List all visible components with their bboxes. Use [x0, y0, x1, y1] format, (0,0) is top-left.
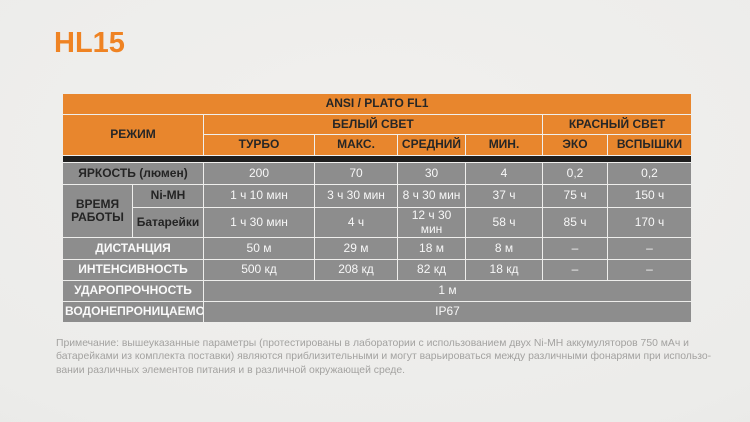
mode-header-medium: СРЕДНИЙ — [398, 135, 465, 155]
runtime-nimh-row: ВРЕМЯ РАБОТЫ Ni-MH 1 ч 10 мин 3 ч 30 мин… — [63, 185, 692, 237]
distance-flash-value: – — [608, 238, 692, 259]
runtime-batteries-max-value: 4 ч — [315, 208, 397, 237]
standard-header-cell: ANSI / PLATO FL1 — [63, 94, 692, 114]
distance-medium-value: 18 м — [398, 238, 465, 259]
intensity-medium-value: 82 кд — [398, 260, 465, 280]
waterproof-label: ВОДОНЕПРОНИЦАЕМОСТЬ — [63, 302, 203, 322]
footnote: Примечание: вышеуказанные параметры (про… — [56, 338, 712, 376]
runtime-nimh-eco-value: 75 ч — [543, 185, 607, 207]
mode-header-row: ТУРБО МАКС. СРЕДНИЙ МИН. ЭКО ВСПЫШКИ — [63, 135, 692, 155]
brightness-turbo-value: 200 — [204, 163, 314, 184]
impact-resistance-label: УДАРОПРОЧНОСТЬ — [63, 281, 203, 301]
intensity-turbo-value: 500 кд — [204, 260, 314, 280]
runtime-nimh-turbo-value: 1 ч 10 мин — [204, 185, 314, 207]
brightness-eco-value: 0,2 — [543, 163, 607, 184]
standard-header-row: ANSI / PLATO FL1 — [63, 94, 692, 114]
runtime-label: ВРЕМЯ РАБОТЫ — [63, 185, 132, 237]
runtime-batteries-min-value: 58 ч — [466, 208, 542, 237]
brightness-flash-value: 0,2 — [608, 163, 692, 184]
page-title: HL15 — [54, 27, 125, 59]
runtime-nimh-medium-value: 8 ч 30 мин — [398, 185, 465, 207]
light-group-header-row: РЕЖИМ БЕЛЫЙ СВЕТ КРАСНЫЙ СВЕТ — [63, 115, 692, 155]
runtime-batteries-label: Батарейки — [133, 208, 203, 237]
runtime-batteries-eco-value: 85 ч — [543, 208, 607, 237]
brightness-medium-value: 30 — [398, 163, 465, 184]
brightness-min-value: 4 — [466, 163, 542, 184]
distance-min-value: 8 м — [466, 238, 542, 259]
runtime-batteries-row: Батарейки 1 ч 30 мин 4 ч 12 ч 30 мин 58 … — [63, 208, 692, 237]
impact-resistance-row: УДАРОПРОЧНОСТЬ 1 м — [63, 281, 692, 301]
mode-header-cell: РЕЖИМ — [63, 115, 203, 155]
runtime-nimh-flash-value: 150 ч — [608, 185, 692, 207]
intensity-max-value: 208 кд — [315, 260, 397, 280]
mode-header-eco: ЭКО — [543, 135, 607, 155]
brightness-row: ЯРКОСТЬ (люмен) 200 70 30 4 0,2 0,2 — [63, 163, 692, 184]
runtime-batteries-flash-value: 170 ч — [608, 208, 692, 237]
distance-row: ДИСТАНЦИЯ 50 м 29 м 18 м 8 м – – — [63, 238, 692, 259]
waterproof-value: IP67 — [204, 302, 692, 322]
white-light-header-cell: БЕЛЫЙ СВЕТ — [204, 115, 542, 134]
mode-header-turbo: ТУРБО — [204, 135, 314, 155]
intensity-min-value: 18 кд — [466, 260, 542, 280]
distance-eco-value: – — [543, 238, 607, 259]
brightness-label: ЯРКОСТЬ (люмен) — [63, 163, 203, 184]
runtime-nimh-max-value: 3 ч 30 мин — [315, 185, 397, 207]
mode-header-flash: ВСПЫШКИ — [608, 135, 692, 155]
intensity-eco-value: – — [543, 260, 607, 280]
separator-row — [63, 156, 692, 162]
distance-max-value: 29 м — [315, 238, 397, 259]
specs-table: ANSI / PLATO FL1 РЕЖИМ БЕЛЫЙ СВЕТ КРАСНЫ… — [62, 93, 692, 323]
red-light-header-cell: КРАСНЫЙ СВЕТ — [543, 115, 692, 134]
mode-header-max: МАКС. — [315, 135, 397, 155]
runtime-nimh-min-value: 37 ч — [466, 185, 542, 207]
header-separator-bar — [63, 156, 692, 162]
brightness-max-value: 70 — [315, 163, 397, 184]
distance-turbo-value: 50 м — [204, 238, 314, 259]
distance-label: ДИСТАНЦИЯ — [63, 238, 203, 259]
runtime-batteries-medium-value: 12 ч 30 мин — [398, 208, 465, 237]
mode-header-min: МИН. — [466, 135, 542, 155]
impact-resistance-value: 1 м — [204, 281, 692, 301]
intensity-flash-value: – — [608, 260, 692, 280]
intensity-row: ИНТЕНСИВНОСТЬ 500 кд 208 кд 82 кд 18 кд … — [63, 260, 692, 280]
runtime-nimh-label: Ni-MH — [133, 185, 203, 207]
intensity-label: ИНТЕНСИВНОСТЬ — [63, 260, 203, 280]
waterproof-row: ВОДОНЕПРОНИЦАЕМОСТЬ IP67 — [63, 302, 692, 322]
runtime-batteries-turbo-value: 1 ч 30 мин — [204, 208, 314, 237]
